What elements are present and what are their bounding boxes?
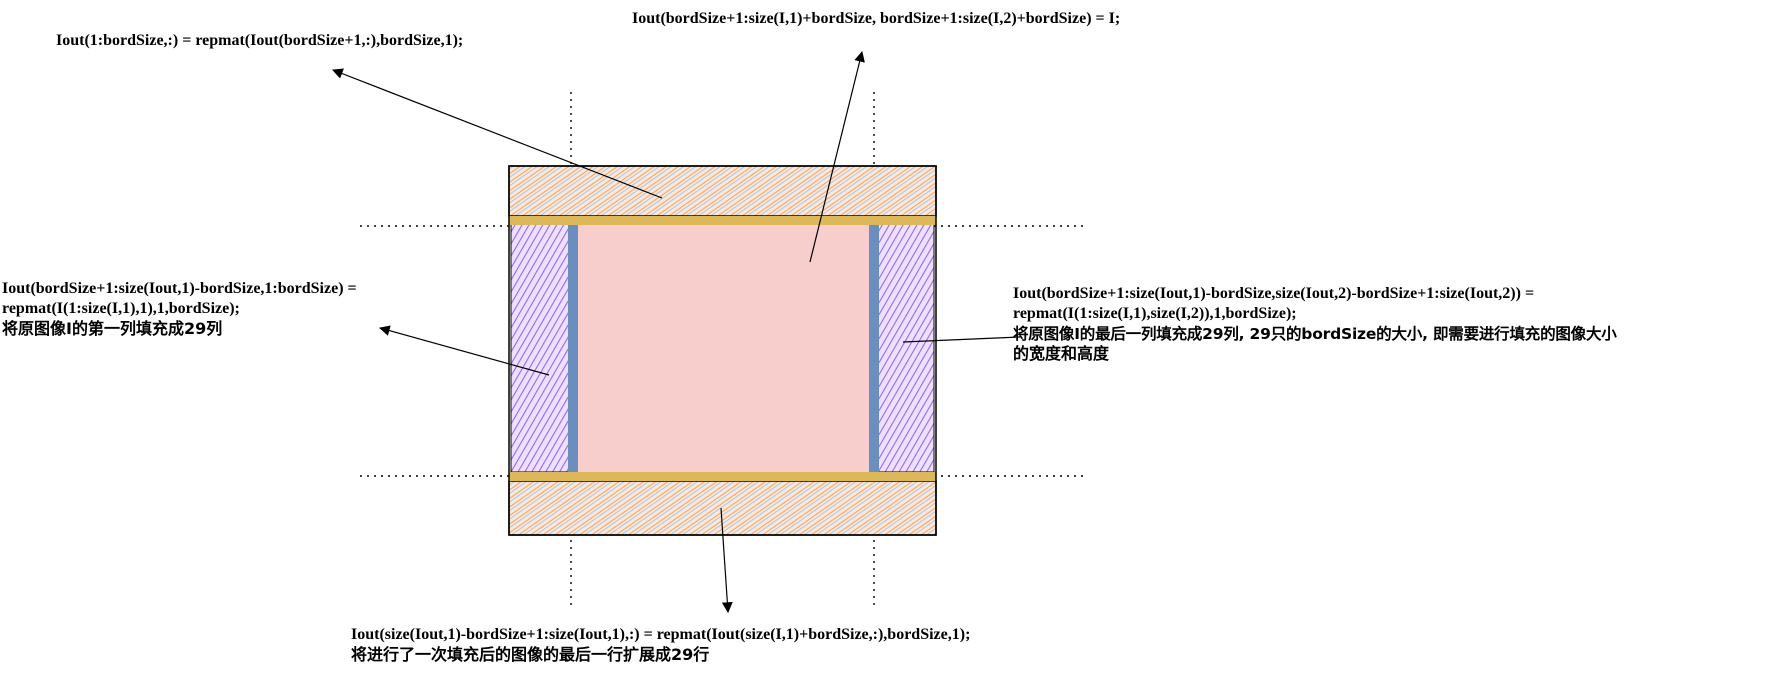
last-row-band: [509, 472, 936, 481]
annotation-right-line1: Iout(bordSize+1:size(Iout,1)-bordSize,si…: [1013, 285, 1535, 302]
annotation-top-padding: Iout(1:bordSize,:) = repmat(Iout(bordSiz…: [56, 32, 464, 49]
arrow-top-padding: [331, 68, 663, 199]
annotation-left-line1: Iout(bordSize+1:size(Iout,1)-bordSize,1:…: [2, 280, 357, 297]
left-padding-region: [510, 223, 570, 473]
annotation-left-padding: Iout(bordSize+1:size(Iout,1)-bordSize,1:…: [2, 279, 357, 339]
top-padding-region: [508, 165, 937, 217]
annotation-right-line4: 的宽度和高度: [1013, 344, 1110, 363]
annotation-right-line2: repmat(I(1:size(I,1),size(I,2)),1,bordSi…: [1013, 305, 1297, 322]
annotation-original-image: Iout(bordSize+1:size(I,1)+bordSize, bord…: [632, 10, 1121, 27]
first-column-band: [568, 224, 578, 472]
annotation-bottom-line1: Iout(size(Iout,1)-bordSize+1:size(Iout,1…: [351, 626, 971, 643]
annotation-bottom-padding: Iout(size(Iout,1)-bordSize+1:size(Iout,1…: [351, 625, 970, 665]
annotation-right-padding: Iout(bordSize+1:size(Iout,1)-bordSize,si…: [1013, 284, 1617, 364]
annotation-left-line2: repmat(I(1:size(I,1),1),1,bordSize);: [2, 300, 240, 317]
first-row-band: [509, 216, 936, 225]
original-image-region: [577, 224, 869, 472]
annotation-right-line3: 将原图像I的最后一列填充成29列, 29只的bordSize的大小, 即需要进行…: [1013, 325, 1617, 343]
arrow-original-image: [809, 50, 865, 263]
arrow-left-padding: [378, 325, 550, 376]
annotation-bottom-line2: 将进行了一次填充后的图像的最后一行扩展成29行: [351, 645, 710, 664]
last-column-band: [869, 224, 879, 472]
arrow-right-padding: [902, 336, 1021, 343]
annotation-left-line3: 将原图像I的第一列填充成29列: [2, 319, 223, 338]
arrow-bottom-padding: [720, 507, 733, 614]
right-padding-region: [877, 223, 935, 473]
